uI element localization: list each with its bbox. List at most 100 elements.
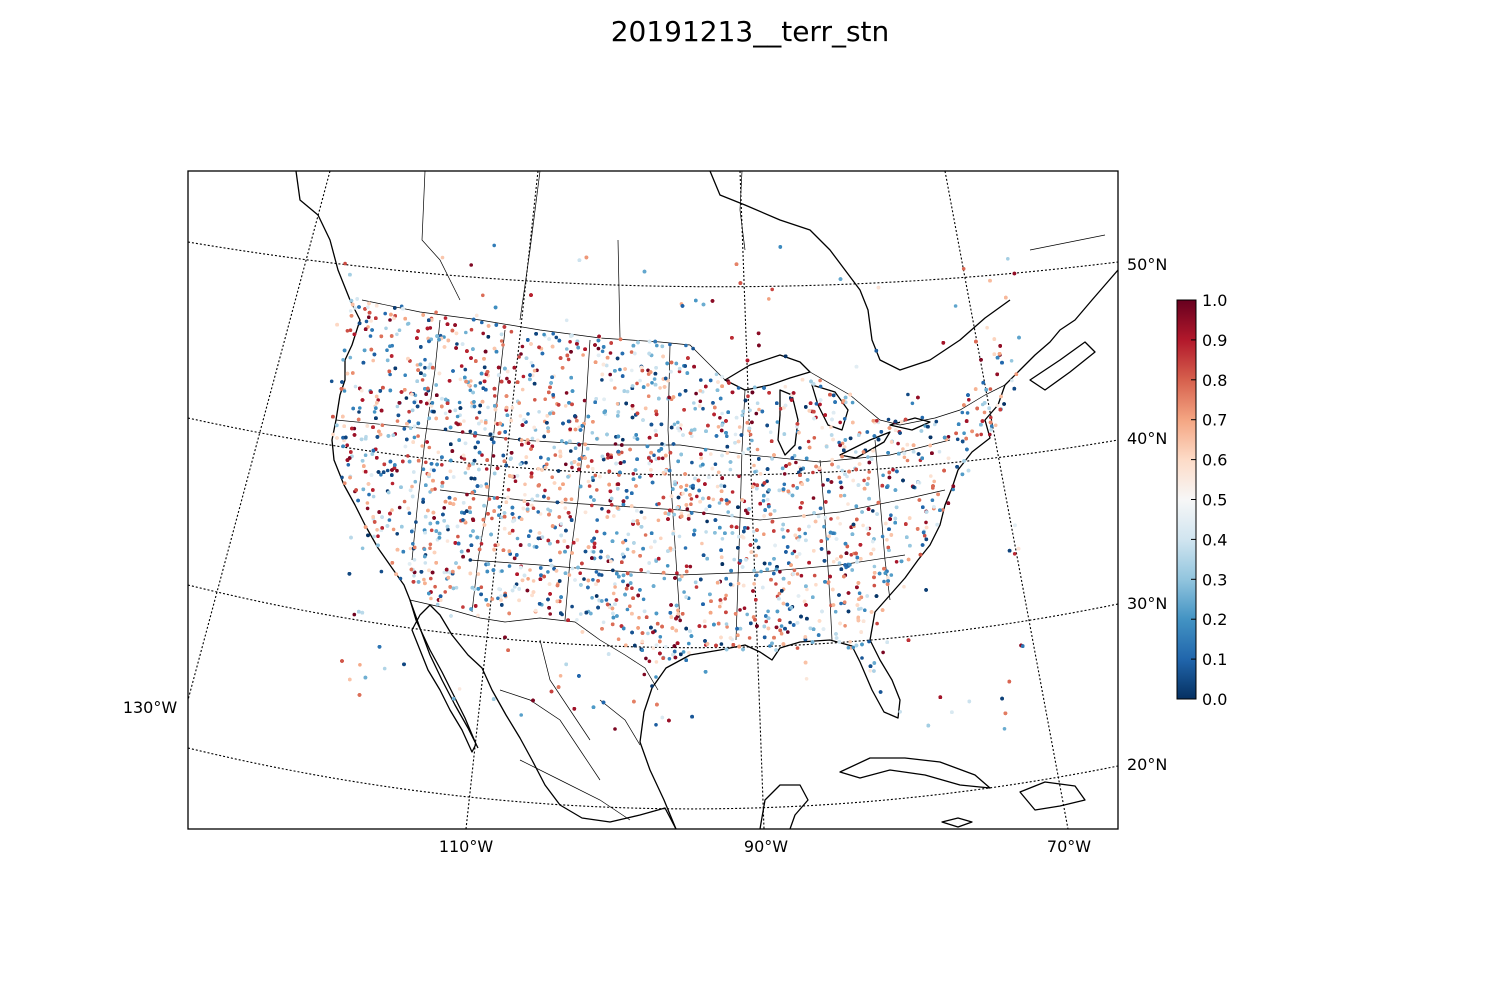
station-point [625,389,630,394]
station-point [431,510,436,515]
station-point [812,573,817,578]
station-point [440,480,445,485]
station-point [668,546,673,551]
station-point [826,580,831,584]
station-point [601,620,606,625]
station-point [600,507,604,511]
station-point [680,574,684,579]
station-point [352,433,357,437]
station-point [592,536,596,541]
station-point [601,457,606,462]
station-point [995,403,1000,408]
station-point [447,495,452,500]
station-point [357,410,361,414]
station-point [896,441,900,446]
station-point [616,414,620,418]
station-point [443,316,448,320]
station-point [473,445,478,450]
station-point [689,502,693,507]
station-point [848,436,853,441]
station-point [340,380,344,384]
station-point [451,369,455,373]
station-point [882,579,886,584]
station-point [846,502,850,506]
station-point [420,378,425,382]
station-point [635,508,639,513]
station-point [901,447,905,451]
jamaica-coast [941,817,973,828]
station-point [719,601,723,605]
station-point [676,608,680,613]
station-point [876,285,881,290]
station-point [888,517,892,521]
station-point [519,352,523,356]
station-point [775,420,780,424]
station-point [414,520,418,524]
station-point [403,388,407,392]
station-point [365,424,370,428]
station-point [423,554,427,559]
station-point [770,519,775,524]
station-point [821,483,825,487]
station-point [526,412,530,416]
station-point [426,336,431,341]
station-point [578,571,582,575]
station-point [803,531,807,536]
station-point [497,505,502,509]
station-point [792,453,797,458]
station-point [895,469,899,474]
station-point [702,511,706,516]
station-point [416,368,420,372]
station-point [582,398,587,403]
station-point [906,392,910,397]
station-point [923,424,927,428]
station-point [590,539,594,543]
station-point [916,395,920,400]
station-point [950,710,954,714]
station-point [754,553,758,558]
station-point [661,495,666,500]
station-point [685,507,690,511]
station-point [638,378,642,383]
station-point [403,444,408,449]
station-point [445,476,449,480]
station-point [390,343,395,348]
station-point [448,570,452,575]
station-point [552,481,557,485]
station-point [348,309,353,313]
station-point [401,549,406,554]
station-point [558,674,563,678]
station-point [392,466,397,470]
station-point [835,557,839,561]
station-point [557,515,562,519]
station-point [745,612,749,617]
station-point [479,419,484,424]
station-point [597,334,601,339]
station-point [681,491,685,496]
station-point [420,444,425,448]
station-point [352,612,357,617]
station-point [649,531,654,535]
station-point [519,565,523,570]
station-point [547,582,552,586]
station-point [752,582,756,586]
station-point [501,343,505,347]
station-point [647,659,652,664]
station-point [698,389,703,393]
station-point [941,508,945,512]
station-point [982,410,987,415]
station-point [687,651,691,655]
station-point [595,518,599,522]
station-point [818,384,823,389]
station-point [614,598,619,602]
station-point [469,263,474,267]
station-point [500,569,504,573]
station-point [734,262,739,267]
station-point [526,441,531,446]
station-point [367,492,371,497]
station-point [790,551,795,556]
station-point [868,669,872,673]
station-point [681,650,686,654]
station-point [981,380,985,385]
station-point [463,471,468,475]
